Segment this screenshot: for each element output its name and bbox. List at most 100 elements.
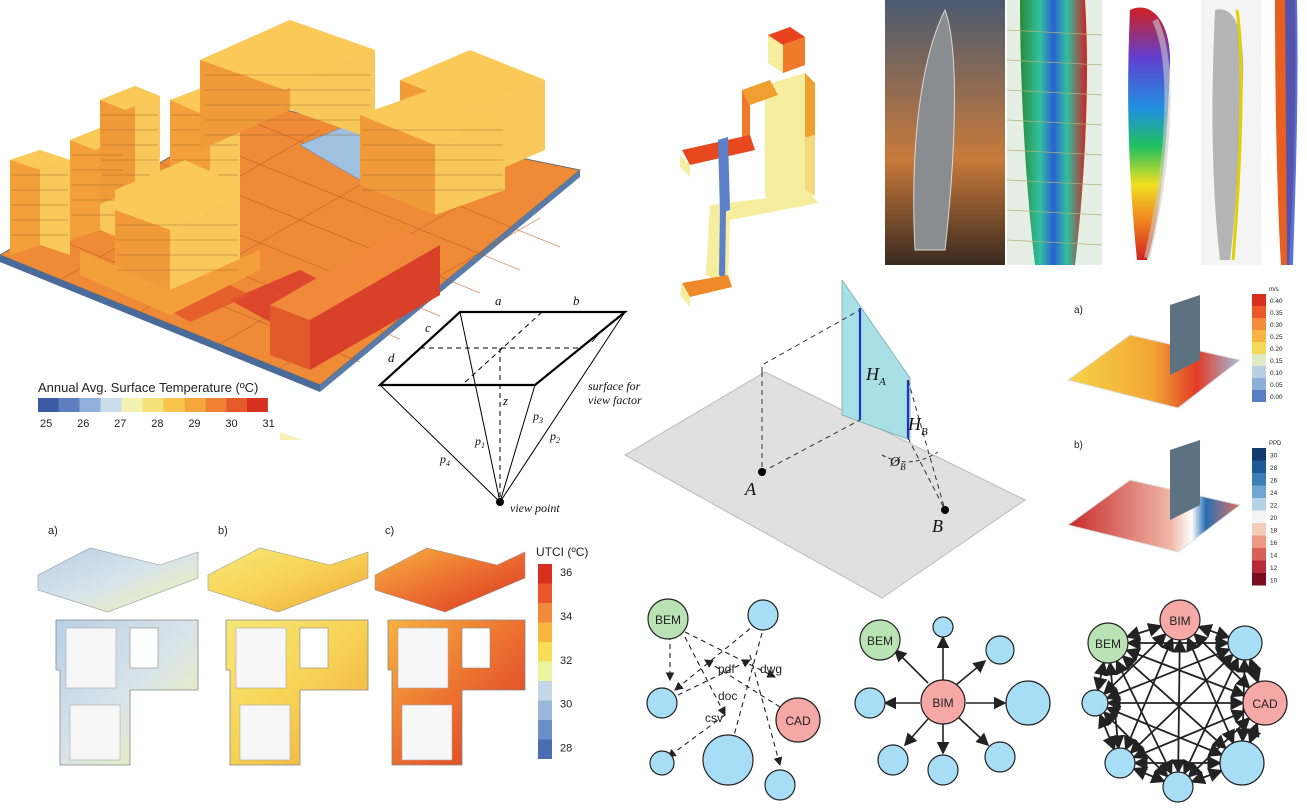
network-full-mesh: BEM BIM CAD xyxy=(1081,599,1288,803)
cfd-legend-swatch xyxy=(1252,318,1266,330)
svg-text:pdf: pdf xyxy=(718,662,735,676)
city-legend-tick: 31 xyxy=(262,418,274,430)
city-legend-swatch xyxy=(184,398,206,412)
cfd-legend-swatch xyxy=(1252,535,1266,548)
cfd-legend-tick: 0.10 xyxy=(1270,370,1283,377)
utci-legend-swatch xyxy=(538,681,552,701)
cfd-legend-swatch xyxy=(1252,485,1266,498)
label-point-b: B xyxy=(932,516,943,536)
data-exchange-networks: pdf dwg doc csv BEM CAD BEM xyxy=(646,598,1288,803)
city-legend-swatch xyxy=(205,398,227,412)
utci-legend-swatch xyxy=(538,661,552,681)
label-b: b xyxy=(573,293,580,308)
cfd-legend-swatch xyxy=(1252,354,1266,366)
city-legend-tick: 25 xyxy=(40,418,52,430)
utci-legend-tick: 32 xyxy=(560,655,572,667)
mesh-edge xyxy=(1132,766,1166,784)
city-legend-swatch xyxy=(121,398,143,412)
svg-text:doc: doc xyxy=(718,689,737,703)
cfd-legend-swatch xyxy=(1252,378,1266,390)
cfd-legend-unit: PPD xyxy=(1269,441,1282,447)
cfd-legend-swatch xyxy=(1252,473,1266,486)
tower-simulation-images xyxy=(885,0,1307,265)
node-bem-right xyxy=(1087,622,1129,664)
city-legend-title: Annual Avg. Surface Temperature (ºC) xyxy=(38,380,258,395)
cfd-legend-tick: 24 xyxy=(1270,490,1278,497)
label-p1: p1 xyxy=(474,434,485,450)
svg-text:CAD: CAD xyxy=(1252,697,1278,711)
city-legend-swatch xyxy=(79,398,101,412)
cfd-legend-swatch xyxy=(1252,573,1266,586)
utci-panel-b: b) xyxy=(207,525,369,766)
city-legend-tick: 29 xyxy=(188,418,200,430)
cfd-legend-tick: 0.30 xyxy=(1270,322,1283,329)
label-z: z xyxy=(502,393,508,408)
mesh-edge xyxy=(1125,647,1247,698)
surface-label-line1: surface for xyxy=(588,379,641,393)
building-east-blocks xyxy=(360,50,545,215)
utci-legend-tick: 28 xyxy=(560,743,572,755)
view-point-label: view point xyxy=(510,501,560,515)
cfd-wind-ppd-panels: a) b) m/s 0.40 0.35 0.30 0.25 0.20 0.15 0.10 0.0… xyxy=(1066,287,1283,586)
cfd-legend-tick: 22 xyxy=(1270,502,1278,509)
svg-text:b): b) xyxy=(218,525,228,537)
cfd-legend-tick: 12 xyxy=(1270,565,1278,572)
mesh-edge xyxy=(1125,623,1163,640)
svg-text:a): a) xyxy=(48,525,58,537)
utci-legend-swatch xyxy=(538,700,552,720)
svg-text:BEM: BEM xyxy=(867,634,893,648)
utci-legend-swatch xyxy=(538,720,552,740)
cfd-legend-unit: m/s xyxy=(1269,287,1279,293)
point-b-dot xyxy=(941,506,949,514)
surface-label-line2: view factor xyxy=(588,393,642,407)
cfd-legend-tick: 0.35 xyxy=(1270,310,1283,317)
city-legend-swatch xyxy=(100,398,122,412)
utci-legend-swatch xyxy=(538,622,552,642)
mesh-edge xyxy=(1098,713,1117,751)
cfd-legend-tick: 0.15 xyxy=(1270,358,1283,365)
utci-legend: 36 34 32 30 28 xyxy=(538,564,572,759)
cfd-legend-tick: 0.00 xyxy=(1270,394,1283,401)
city-legend-swatch xyxy=(142,398,164,412)
building-south-block xyxy=(80,160,260,315)
svg-text:BIM: BIM xyxy=(1169,614,1190,628)
network-file-exchange: pdf dwg doc csv BEM CAD xyxy=(646,598,821,801)
svg-text:BIM: BIM xyxy=(932,696,953,710)
cfd-legend-tick: 0.05 xyxy=(1270,382,1283,389)
cfd-legend-swatch xyxy=(1252,510,1266,523)
utci-panel-c: c) xyxy=(374,525,526,766)
node-bem-left xyxy=(647,598,689,640)
cfd-legend-tick: 30 xyxy=(1270,452,1278,459)
mesh-edge xyxy=(1105,647,1231,701)
label-point-a: A xyxy=(744,479,757,499)
city-legend-tick: 28 xyxy=(151,418,163,430)
cfd-legend-swatch xyxy=(1252,548,1266,561)
cfd-legend-tick: 20 xyxy=(1270,515,1278,522)
label-hb: HB xyxy=(907,414,928,438)
city-legend-tick: 27 xyxy=(114,418,126,430)
mesh-edge xyxy=(1190,768,1224,785)
svg-text:dwg: dwg xyxy=(760,662,782,676)
mesh-edge xyxy=(1197,624,1231,640)
mesh-edge xyxy=(1247,657,1262,684)
cfd-panel-b-label: b) xyxy=(1074,440,1083,451)
point-a-dot xyxy=(758,468,766,476)
mesh-edge xyxy=(1093,660,1109,693)
label-p4: p4 xyxy=(439,452,450,468)
city-legend-swatch xyxy=(226,398,247,412)
label-d: d xyxy=(388,350,395,365)
mesh-edge xyxy=(1245,721,1262,745)
city-legend-tick: 30 xyxy=(225,418,237,430)
cfd-legend-swatch xyxy=(1252,342,1266,354)
cfd-panel-a-label: a) xyxy=(1074,305,1083,316)
node-bim-middle xyxy=(920,679,966,725)
city-legend-tick: 26 xyxy=(77,418,89,430)
utci-legend-tick: 34 xyxy=(560,611,572,623)
node-bim-right xyxy=(1159,599,1201,641)
label-p3: p3 xyxy=(532,409,543,425)
svg-text:csv: csv xyxy=(705,711,723,725)
utci-legend-title: UTCI (ºC) xyxy=(536,545,588,559)
utci-legend-tick: 30 xyxy=(560,699,572,711)
cfd-legend-tick: 26 xyxy=(1270,477,1278,484)
cfd-legend-swatch xyxy=(1252,448,1266,461)
